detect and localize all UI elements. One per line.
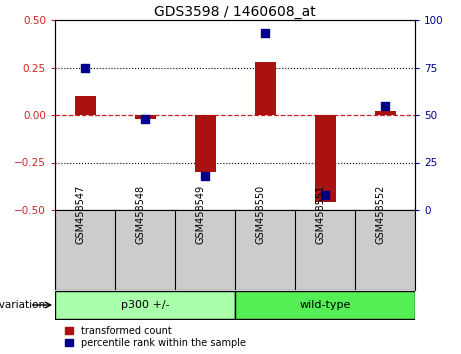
Point <box>261 30 269 36</box>
Title: GDS3598 / 1460608_at: GDS3598 / 1460608_at <box>154 5 316 19</box>
Bar <box>254 62 276 115</box>
Point <box>201 173 209 179</box>
Text: wild-type: wild-type <box>299 300 351 310</box>
Point <box>142 116 149 122</box>
Text: GSM458548: GSM458548 <box>135 184 145 244</box>
Bar <box>75 96 95 115</box>
Text: genotype/variation: genotype/variation <box>0 300 46 310</box>
Bar <box>314 115 336 202</box>
Text: GSM458549: GSM458549 <box>195 184 205 244</box>
Text: GSM458552: GSM458552 <box>375 184 385 244</box>
Legend: transformed count, percentile rank within the sample: transformed count, percentile rank withi… <box>65 325 247 349</box>
Bar <box>135 115 155 119</box>
Text: GSM458547: GSM458547 <box>75 184 85 244</box>
Point <box>81 65 89 70</box>
Bar <box>195 115 215 172</box>
Text: p300 +/-: p300 +/- <box>121 300 169 310</box>
Bar <box>374 111 396 115</box>
Bar <box>235 291 415 319</box>
Text: GSM458551: GSM458551 <box>315 184 325 244</box>
Text: GSM458550: GSM458550 <box>255 184 265 244</box>
Point <box>381 103 389 108</box>
Point <box>321 192 329 198</box>
Bar <box>55 291 235 319</box>
